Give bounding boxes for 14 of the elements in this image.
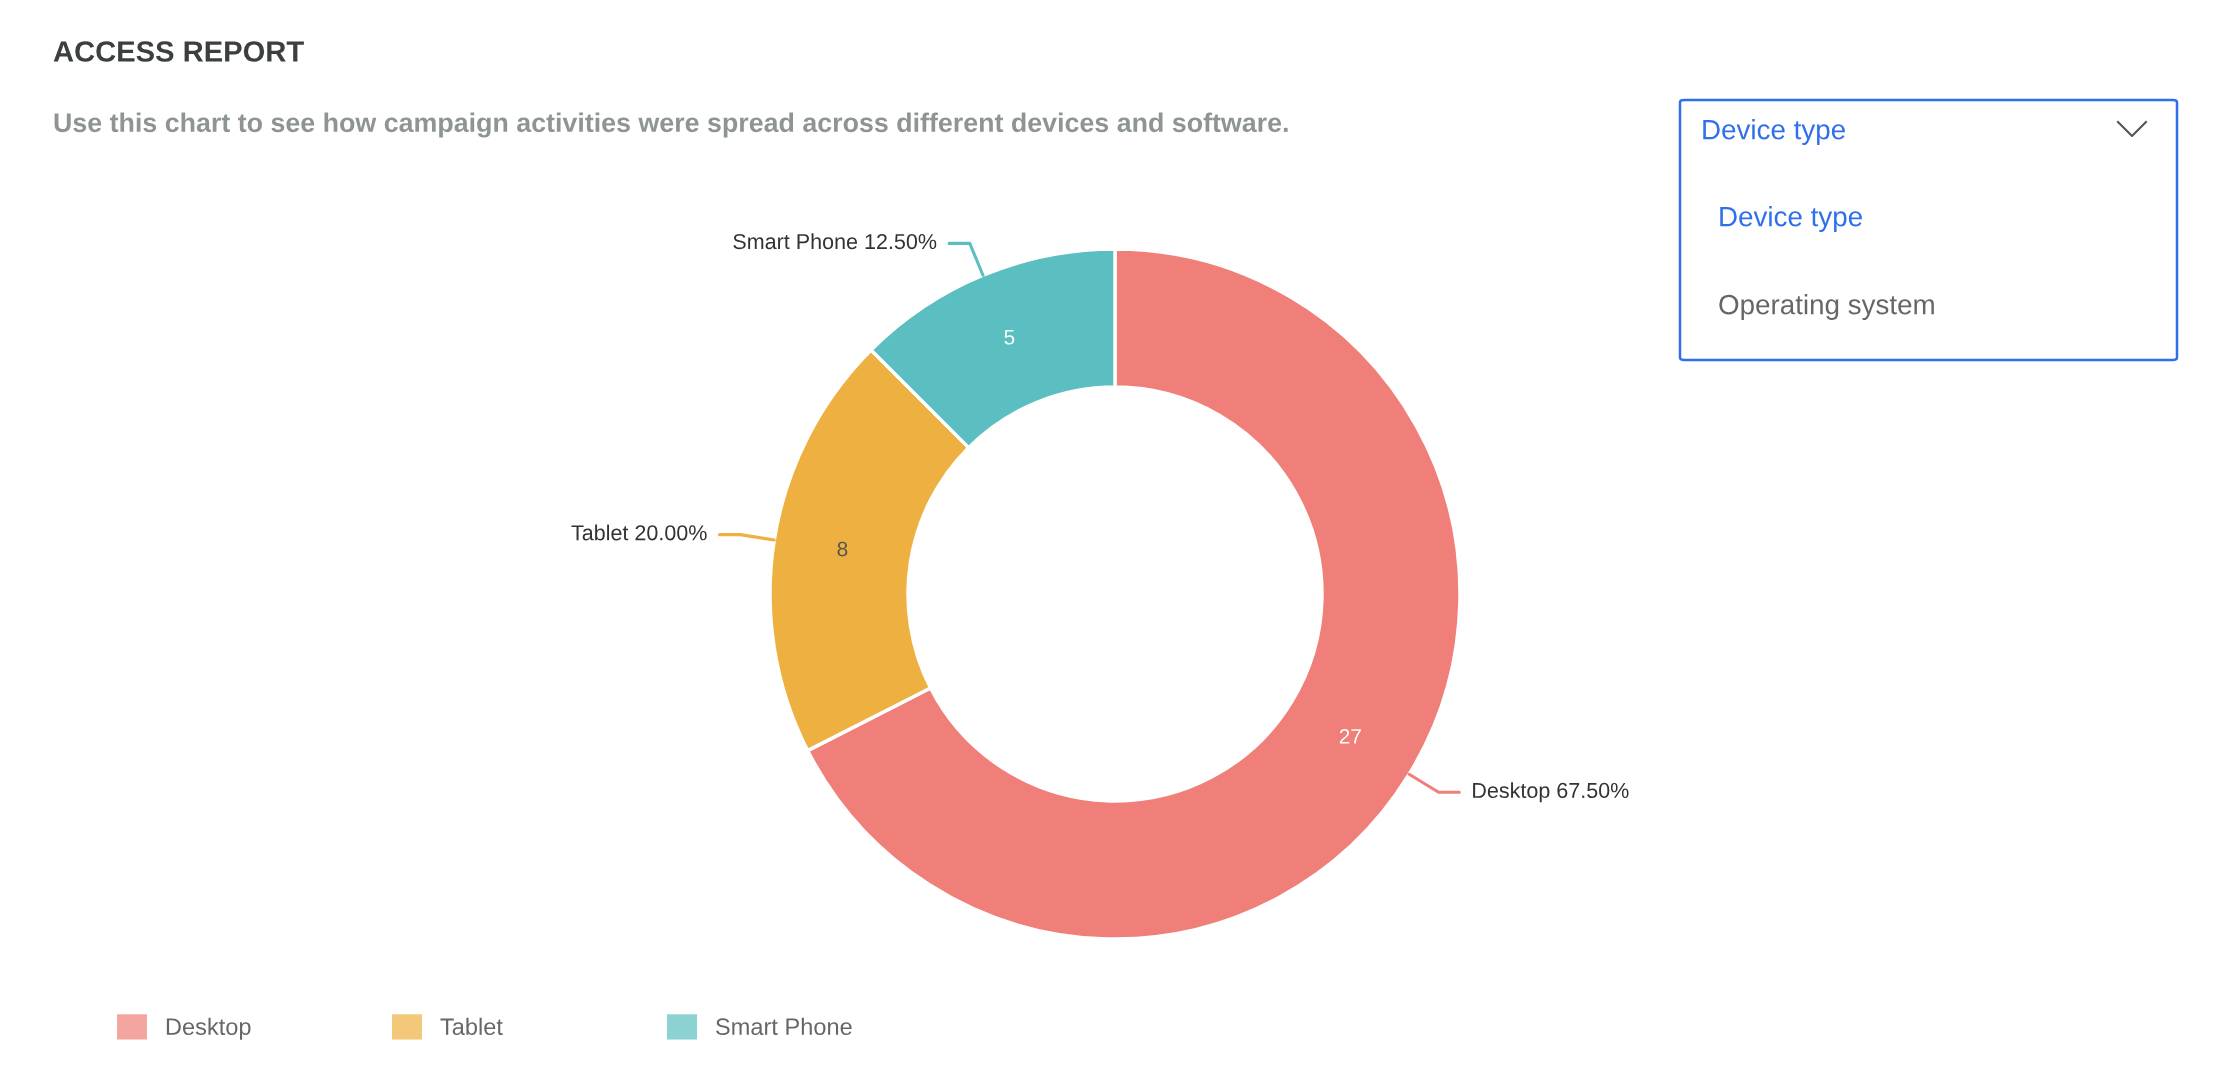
legend-label: Tablet [440,1017,503,1036]
text: Operating system [1719,294,1934,320]
data-label: 8 [837,541,848,557]
chart-title: ACCESS REPORT [53,41,304,62]
text: Desktop 67.50% [1473,782,1629,803]
legend-label: Smart Phone [716,1017,852,1036]
legend-label: Desktop [166,1017,251,1040]
chart-subtitle: Use this chart to see how campaign activities were spread across different devices and software. [54,112,1288,138]
text: Smart Phone 12.50% [733,233,937,250]
data-label: 5 [1004,330,1015,345]
text: Device type [1720,206,1862,232]
text: Device type [1703,119,1845,145]
data-label: 27 [1339,729,1361,744]
text: Tablet 20.00% [571,524,707,541]
